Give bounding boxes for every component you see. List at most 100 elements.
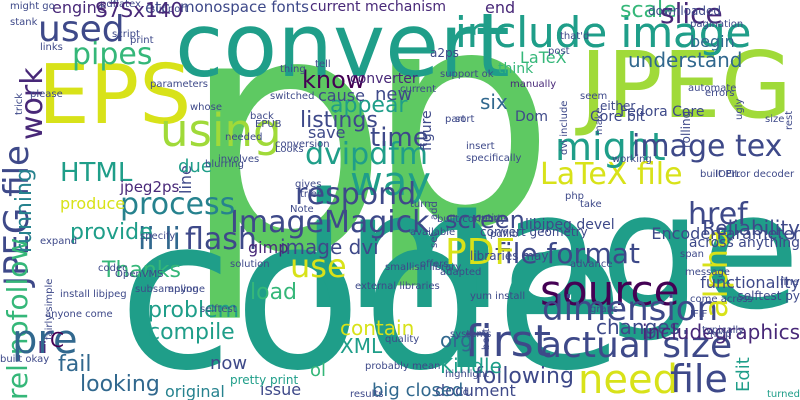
- cloud-word: libjpeg devel: [525, 217, 615, 233]
- cloud-word: jpeg2ps: [120, 178, 180, 196]
- cloud-word: back: [250, 111, 274, 122]
- cloud-word: insert: [466, 141, 495, 152]
- cloud-word: C: [50, 328, 64, 352]
- cloud-word: message: [685, 267, 730, 278]
- cloud-word: problem: [148, 298, 240, 323]
- cloud-word: a2ps: [430, 46, 459, 60]
- cloud-word: process: [120, 187, 236, 222]
- cloud-word: expand: [40, 236, 78, 247]
- cloud-word: links: [40, 42, 63, 53]
- cloud-word: slice: [660, 0, 723, 30]
- cloud-word: time: [370, 123, 429, 153]
- cloud-word: cause: [318, 86, 365, 105]
- cloud-word: end: [485, 0, 516, 17]
- cloud-word: due: [178, 156, 212, 177]
- cloud-word: image tex: [632, 129, 783, 164]
- cloud-word: external libraries: [355, 281, 440, 292]
- cloud-word: parameters: [150, 79, 209, 90]
- cloud-word: option: [475, 213, 507, 224]
- cloud-word: quality: [385, 334, 420, 345]
- cloud-word: current: [400, 84, 437, 95]
- cloud-word: downloaded: [648, 4, 722, 18]
- cloud-word: convert geometry: [480, 225, 588, 239]
- cloud-word: take: [580, 199, 602, 210]
- cloud-word: selftest py: [737, 289, 800, 303]
- cloud-word: pre: [12, 317, 78, 363]
- cloud-word: conversion: [275, 139, 330, 150]
- cloud-word: new: [375, 84, 413, 105]
- cloud-word: code: [118, 172, 625, 400]
- cloud-word: big closed: [372, 380, 464, 400]
- cloud-word: p: [180, 0, 390, 327]
- cloud-word: PDF: [445, 232, 516, 273]
- cloud-word: HTML: [60, 158, 133, 188]
- cloud-word: results: [350, 389, 384, 400]
- cloud-word: post: [548, 46, 570, 57]
- cloud-word: six: [480, 90, 508, 114]
- cloud-word: manually: [510, 79, 557, 90]
- cloud-word: pretty print: [230, 373, 299, 387]
- cloud-word: trick: [14, 92, 25, 115]
- cloud-word: Edit: [733, 357, 754, 392]
- cloud-word: solution: [230, 259, 270, 270]
- cloud-word: come across: [690, 294, 753, 305]
- cloud-word: Looks: [275, 144, 304, 155]
- cloud-word: document: [435, 381, 516, 400]
- cloud-word: support ok: [440, 69, 494, 80]
- cloud-word: add: [429, 201, 440, 220]
- cloud-word: tried: [300, 189, 324, 200]
- cloud-word: file: [670, 357, 728, 400]
- cloud-word: gives: [295, 179, 322, 190]
- cloud-word: following: [475, 364, 574, 389]
- cloud-word: involves: [218, 154, 260, 165]
- cloud-word: ugly: [734, 98, 745, 120]
- cloud-word: selftest: [200, 304, 237, 315]
- cloud-word: now: [210, 353, 248, 374]
- cloud-word: codec: [98, 263, 128, 274]
- cloud-word: probably mean: [365, 361, 441, 372]
- cloud-word: available: [410, 227, 456, 238]
- cloud-word: offers: [420, 259, 449, 270]
- cloud-word: anyone: [168, 284, 205, 295]
- cloud-word: convert: [175, 0, 510, 97]
- cloud-word: that'd: [560, 31, 590, 42]
- cloud-word: figure: [419, 110, 435, 151]
- cloud-word: working: [612, 154, 652, 165]
- cloud-word: know: [302, 66, 366, 94]
- cloud-word: EPS: [38, 48, 192, 143]
- cloud-word: changes: [596, 315, 681, 339]
- cloud-word: across anything: [688, 235, 800, 251]
- cloud-word: turn: [410, 199, 431, 210]
- cloud-word: turned: [766, 389, 800, 400]
- cloud-word: original: [165, 382, 225, 400]
- cloud-word: used: [38, 9, 125, 50]
- cloud-word: JFIF: [690, 309, 708, 320]
- cloud-word: begin: [690, 32, 735, 51]
- cloud-word: anyone come: [45, 309, 113, 320]
- cloud-word: built okay: [0, 354, 50, 365]
- cloud-word: needed: [225, 132, 263, 143]
- cloud-word: pagination: [690, 19, 744, 30]
- cloud-word: using: [160, 104, 282, 157]
- cloud-word: automate: [688, 83, 737, 94]
- cloud-word: appear: [330, 93, 408, 118]
- cloud-word: issue: [260, 380, 302, 399]
- cloud-word: php: [565, 191, 585, 202]
- cloud-word: LaTeX file: [540, 157, 683, 192]
- cloud-word: Note: [290, 204, 314, 215]
- cloud-word: respond: [295, 177, 417, 212]
- cloud-word: running: [12, 168, 37, 253]
- cloud-word: dimension: [542, 289, 719, 329]
- cloud-word: Kindle: [440, 354, 502, 378]
- cloud-word: EPUB: [255, 119, 282, 130]
- cloud-word: save: [308, 123, 346, 142]
- cloud-word: include image: [455, 8, 752, 57]
- cloud-word: libraries may: [470, 249, 549, 263]
- cloud-word: includegraphics: [642, 320, 800, 344]
- cloud-word: highlight: [445, 369, 489, 380]
- cloud-word: JPEG: [580, 32, 793, 139]
- cloud-word: pdflatex: [100, 0, 141, 10]
- cloud-word: thing: [280, 64, 306, 75]
- cloud-word: smallish library: [385, 262, 462, 273]
